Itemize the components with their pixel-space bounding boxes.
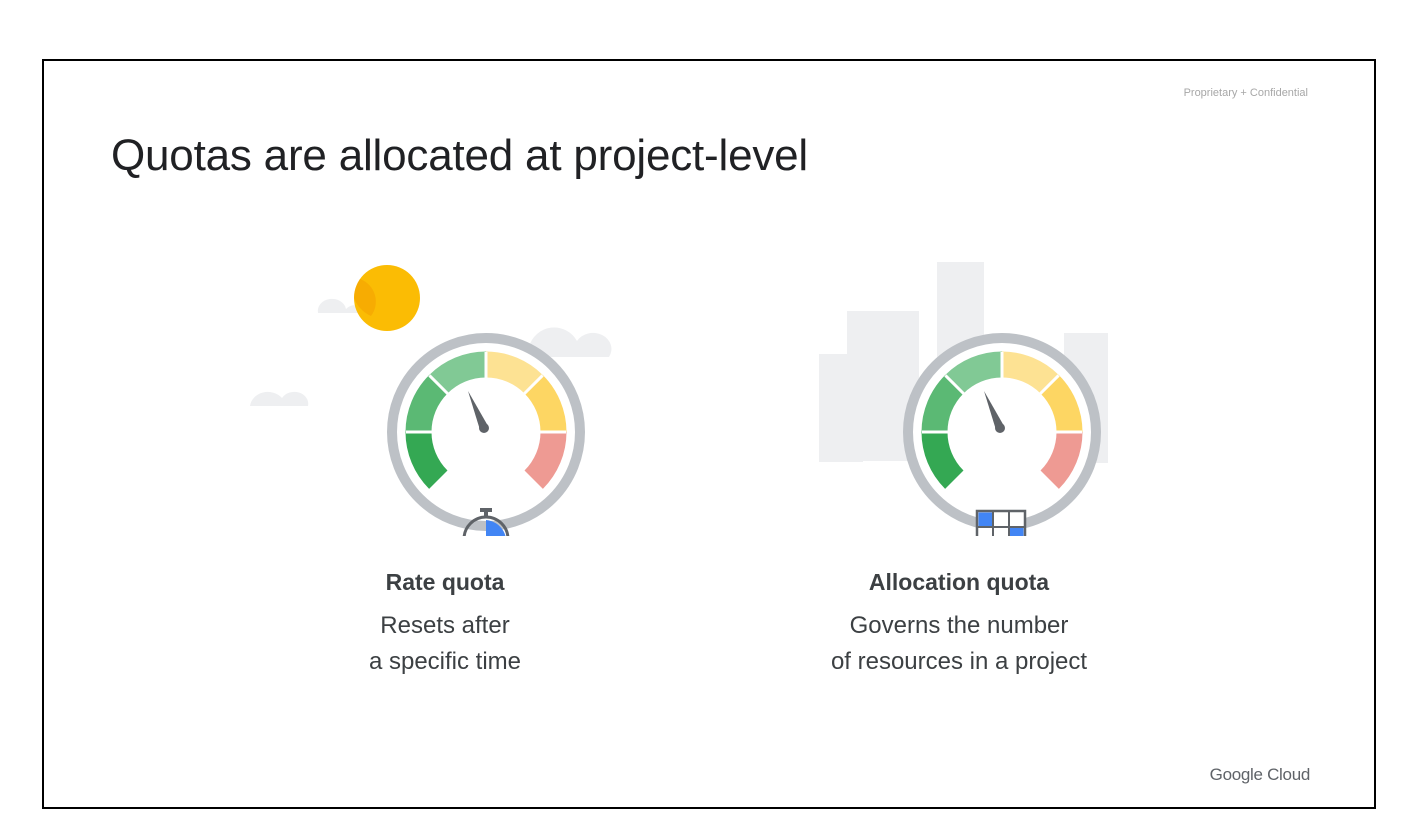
gauge-arcs — [405, 351, 567, 489]
allocation-quota-description-line1: Governs the number — [849, 612, 1069, 639]
allocation-quota-illustration — [819, 262, 1108, 536]
rate-quota-description: Resets after a specific time — [235, 608, 655, 680]
rate-quota-heading: Rate quota — [385, 569, 505, 595]
allocation-quota-heading: Allocation quota — [868, 569, 1050, 595]
gauge-separators — [406, 352, 566, 434]
confidential-label: Proprietary + Confidential — [1183, 87, 1308, 99]
gauge-separators — [922, 352, 1082, 434]
rate-quota-description-line1: Resets after — [380, 612, 510, 639]
gauge-needle — [984, 391, 1005, 433]
stopwatch-icon — [462, 508, 510, 536]
slide-title: Quotas are allocated at project-level — [111, 131, 808, 180]
gauge-arcs — [921, 351, 1083, 489]
allocation-quota-description-line2: of resources in a project — [830, 648, 1088, 675]
rate-quota-description-line2: a specific time — [368, 648, 522, 675]
allocation-quota-card: Allocation quota Governs the number of r… — [749, 569, 1169, 680]
rate-quota-illustration — [250, 265, 612, 536]
allocation-quota-description: Governs the number of resources in a pro… — [749, 608, 1169, 680]
google-cloud-logo: Google Cloud — [1209, 765, 1311, 784]
rate-quota-card: Rate quota Resets after a specific time — [235, 569, 655, 680]
gauge-needle — [468, 391, 489, 433]
grid-table-icon — [975, 509, 1027, 536]
sun-icon — [354, 265, 420, 331]
slide: Proprietary + Confidential Quotas are al… — [42, 59, 1376, 809]
